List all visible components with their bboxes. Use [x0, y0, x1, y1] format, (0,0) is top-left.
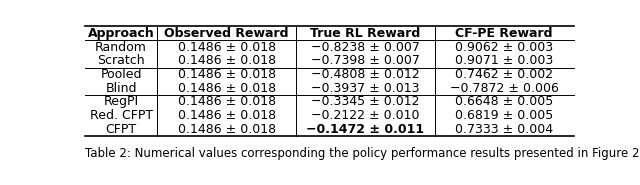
- Text: True RL Reward: True RL Reward: [310, 27, 420, 40]
- Text: −0.7872 ± 0.006: −0.7872 ± 0.006: [450, 82, 559, 95]
- Text: 0.6648 ± 0.005: 0.6648 ± 0.005: [455, 95, 553, 108]
- Text: −0.1472 ± 0.011: −0.1472 ± 0.011: [307, 123, 424, 136]
- Text: Blind: Blind: [106, 82, 137, 95]
- Text: 0.9071 ± 0.003: 0.9071 ± 0.003: [455, 54, 553, 67]
- Text: 0.9062 ± 0.003: 0.9062 ± 0.003: [455, 41, 553, 53]
- Text: −0.7398 ± 0.007: −0.7398 ± 0.007: [311, 54, 420, 67]
- Text: 0.1486 ± 0.018: 0.1486 ± 0.018: [177, 109, 276, 122]
- Text: Observed Reward: Observed Reward: [164, 27, 289, 40]
- Text: 0.7333 ± 0.004: 0.7333 ± 0.004: [455, 123, 553, 136]
- Text: 0.1486 ± 0.018: 0.1486 ± 0.018: [177, 41, 276, 53]
- Text: −0.4808 ± 0.012: −0.4808 ± 0.012: [311, 68, 420, 81]
- Text: 0.1486 ± 0.018: 0.1486 ± 0.018: [177, 82, 276, 95]
- Text: 0.1486 ± 0.018: 0.1486 ± 0.018: [177, 54, 276, 67]
- Text: 0.6819 ± 0.005: 0.6819 ± 0.005: [455, 109, 553, 122]
- Text: 0.1486 ± 0.018: 0.1486 ± 0.018: [177, 95, 276, 108]
- Text: 0.1486 ± 0.018: 0.1486 ± 0.018: [177, 68, 276, 81]
- Text: Random: Random: [95, 41, 147, 53]
- Text: CF-PE Reward: CF-PE Reward: [456, 27, 553, 40]
- Text: −0.3937 ± 0.013: −0.3937 ± 0.013: [311, 82, 420, 95]
- Text: CFPT: CFPT: [106, 123, 137, 136]
- Text: Red. CFPT: Red. CFPT: [90, 109, 153, 122]
- Text: RegPI: RegPI: [104, 95, 139, 108]
- Text: −0.3345 ± 0.012: −0.3345 ± 0.012: [311, 95, 420, 108]
- Text: Table 2: Numerical values corresponding the policy performance results presented: Table 2: Numerical values corresponding …: [85, 147, 640, 160]
- Text: −0.2122 ± 0.010: −0.2122 ± 0.010: [311, 109, 420, 122]
- Text: Scratch: Scratch: [97, 54, 145, 67]
- Text: 0.1486 ± 0.018: 0.1486 ± 0.018: [177, 123, 276, 136]
- Text: Pooled: Pooled: [100, 68, 142, 81]
- Text: 0.7462 ± 0.002: 0.7462 ± 0.002: [455, 68, 553, 81]
- Text: Approach: Approach: [88, 27, 154, 40]
- Text: −0.8238 ± 0.007: −0.8238 ± 0.007: [311, 41, 420, 53]
